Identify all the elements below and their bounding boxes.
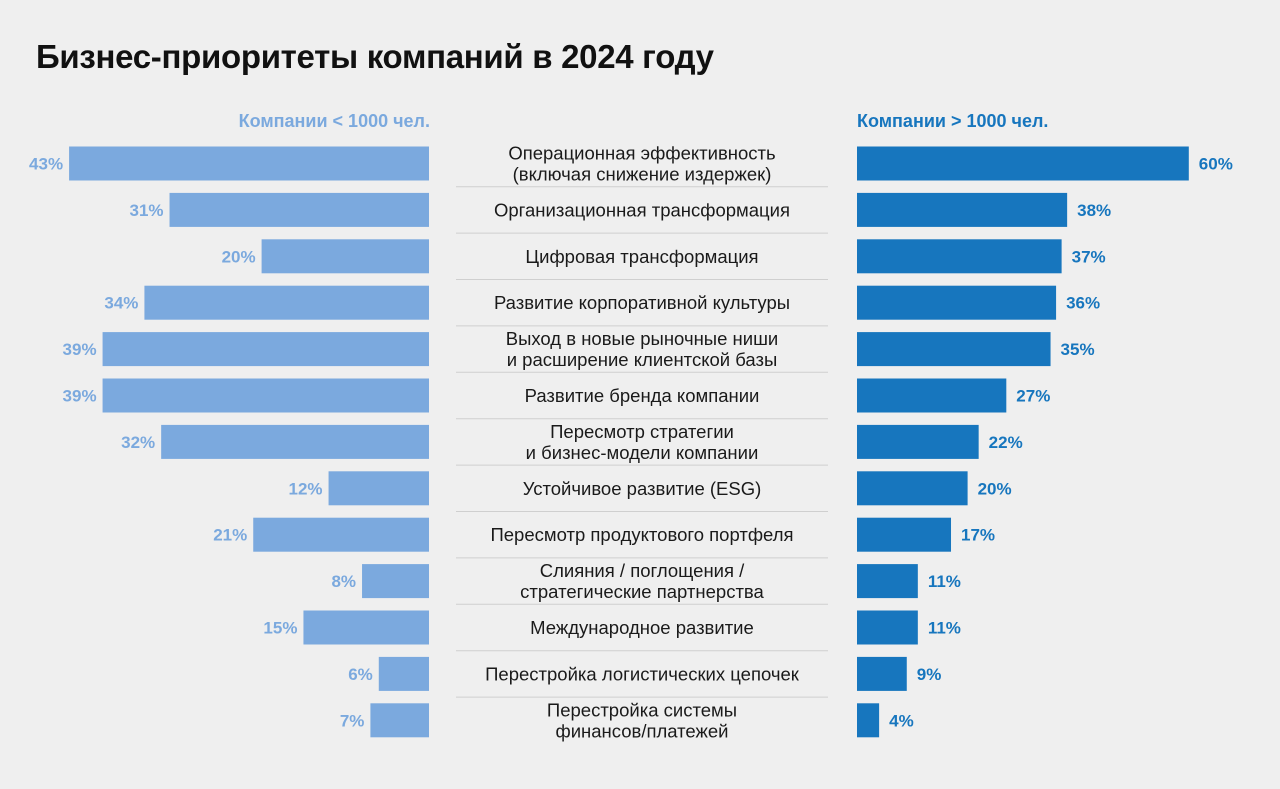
bar-left-6 [161, 424, 429, 459]
data-label-right-0: 60% [1199, 155, 1233, 174]
bar-right-1 [857, 192, 1068, 227]
legend-right-series: Компании > 1000 чел. [857, 111, 1049, 131]
data-label-left-5: 39% [63, 387, 97, 406]
bar-left-3 [144, 285, 430, 320]
data-label-left-9: 8% [331, 572, 356, 591]
data-label-left-11: 6% [348, 665, 373, 684]
data-label-left-3: 34% [104, 294, 138, 313]
data-label-right-9: 11% [928, 572, 961, 591]
data-label-right-1: 38% [1077, 201, 1111, 220]
bar-right-5 [857, 378, 1007, 413]
data-label-left-2: 20% [222, 247, 256, 266]
data-label-left-10: 15% [263, 619, 297, 638]
bar-left-9 [362, 564, 429, 599]
bar-right-4 [857, 332, 1051, 367]
data-label-right-7: 20% [978, 479, 1012, 498]
bar-left-12 [370, 703, 429, 738]
data-label-right-2: 37% [1072, 247, 1106, 266]
data-label-right-11: 9% [917, 665, 942, 684]
category-label-0: Операционная эффективность (включая сниже… [508, 143, 775, 185]
category-label-12: Перестройка системы финансов/платежей [547, 699, 737, 741]
bar-right-2 [857, 239, 1062, 274]
bar-left-2 [261, 239, 429, 274]
category-label-3: Развитие корпоративной культуры [494, 292, 790, 313]
data-label-left-6: 32% [121, 433, 155, 452]
chart-title: Бизнес-приоритеты компаний в 2024 году [36, 38, 714, 75]
data-label-right-5: 27% [1016, 387, 1050, 406]
category-label-5: Развитие бренда компании [525, 385, 760, 406]
data-label-left-12: 7% [340, 711, 365, 730]
bar-right-12 [857, 703, 880, 738]
category-label-8: Пересмотр продуктового портфеля [490, 524, 793, 545]
data-label-right-4: 35% [1061, 340, 1095, 359]
category-label-7: Устойчивое развитие (ESG) [523, 478, 762, 499]
bar-right-6 [857, 424, 979, 459]
bar-left-5 [102, 378, 429, 413]
category-label-4: Выход в новые рыночные ниши и расширение … [506, 328, 779, 370]
category-label-1: Организационная трансформация [494, 199, 790, 220]
data-label-left-8: 21% [213, 526, 247, 545]
data-label-right-10: 11% [928, 619, 961, 638]
category-label-11: Перестройка логистических цепочек [485, 663, 800, 684]
category-label-2: Цифровая трансформация [525, 246, 758, 267]
bar-left-11 [378, 656, 429, 691]
bar-left-4 [102, 332, 429, 367]
category-label-6: Пересмотр стратегии и бизнес-модели компа… [526, 421, 759, 463]
data-label-left-1: 31% [129, 201, 163, 220]
bar-right-9 [857, 564, 918, 599]
legend-left-series: Компании < 1000 чел. [238, 111, 430, 131]
bar-left-10 [303, 610, 429, 645]
bar-right-8 [857, 517, 952, 552]
bar-right-7 [857, 471, 968, 506]
data-label-right-8: 17% [961, 526, 995, 545]
data-label-left-7: 12% [289, 479, 323, 498]
bar-left-0 [69, 146, 429, 181]
bar-left-1 [169, 192, 429, 227]
bar-right-0 [857, 146, 1189, 181]
bar-left-8 [253, 517, 429, 552]
data-label-left-0: 43% [29, 155, 63, 174]
bar-right-11 [857, 656, 907, 691]
category-label-9: Слияния / поглощения / стратегические пар… [520, 560, 764, 602]
bar-right-3 [857, 285, 1057, 320]
data-label-right-6: 22% [989, 433, 1023, 452]
data-label-left-4: 39% [63, 340, 97, 359]
category-label-10: Международное развитие [530, 617, 754, 638]
bar-right-10 [857, 610, 918, 645]
data-label-right-3: 36% [1066, 294, 1100, 313]
data-label-right-12: 4% [889, 711, 914, 730]
bar-left-7 [328, 471, 429, 506]
